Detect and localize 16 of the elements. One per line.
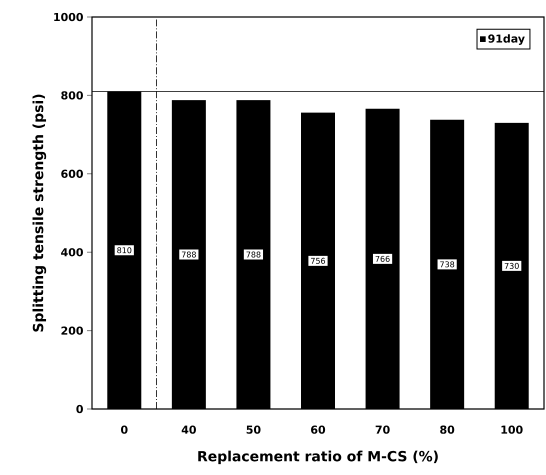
y-tick-label: 400 (61, 248, 83, 256)
y-tick-label: 600 (61, 170, 83, 178)
x-tick-label: 50 (246, 426, 261, 434)
x-tick-label: 80 (440, 426, 454, 434)
legend-label: 91day (488, 34, 525, 45)
x-tick-label: 70 (376, 426, 390, 434)
x-tick-label: 0 (121, 426, 128, 434)
x-axis-title: Replacement ratio of M-CS (%) (198, 450, 438, 464)
x-tick-label: 100 (502, 426, 523, 434)
y-tick-label: 0 (76, 404, 83, 414)
x-tick-label: 40 (182, 426, 196, 434)
x-tick-label: 60 (311, 426, 326, 434)
y-tick-label: 200 (61, 326, 83, 335)
y-tick-label: 800 (61, 91, 83, 100)
y-axis-title: Splitting tensile strength (psi) (32, 94, 46, 332)
y-tick-label: 1000 (54, 12, 83, 22)
